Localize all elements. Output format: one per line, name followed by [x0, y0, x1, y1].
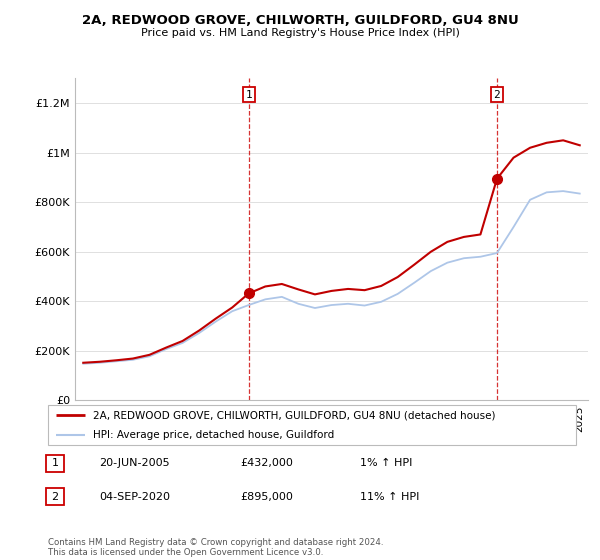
Text: 2A, REDWOOD GROVE, CHILWORTH, GUILDFORD, GU4 8NU (detached house): 2A, REDWOOD GROVE, CHILWORTH, GUILDFORD,… [93, 410, 496, 421]
Text: 11% ↑ HPI: 11% ↑ HPI [360, 492, 419, 502]
Text: 2: 2 [494, 90, 500, 100]
Text: Price paid vs. HM Land Registry's House Price Index (HPI): Price paid vs. HM Land Registry's House … [140, 28, 460, 38]
Text: £895,000: £895,000 [240, 492, 293, 502]
Text: £432,000: £432,000 [240, 458, 293, 468]
Text: 2: 2 [52, 492, 58, 502]
Text: 1% ↑ HPI: 1% ↑ HPI [360, 458, 412, 468]
FancyBboxPatch shape [46, 455, 64, 472]
Text: 20-JUN-2005: 20-JUN-2005 [99, 458, 170, 468]
Text: HPI: Average price, detached house, Guildford: HPI: Average price, detached house, Guil… [93, 430, 334, 440]
Text: 1: 1 [52, 458, 58, 468]
FancyBboxPatch shape [46, 488, 64, 505]
Text: 04-SEP-2020: 04-SEP-2020 [99, 492, 170, 502]
Text: 2A, REDWOOD GROVE, CHILWORTH, GUILDFORD, GU4 8NU: 2A, REDWOOD GROVE, CHILWORTH, GUILDFORD,… [82, 14, 518, 27]
Text: 1: 1 [245, 90, 252, 100]
FancyBboxPatch shape [48, 405, 576, 445]
Text: Contains HM Land Registry data © Crown copyright and database right 2024.
This d: Contains HM Land Registry data © Crown c… [48, 538, 383, 557]
